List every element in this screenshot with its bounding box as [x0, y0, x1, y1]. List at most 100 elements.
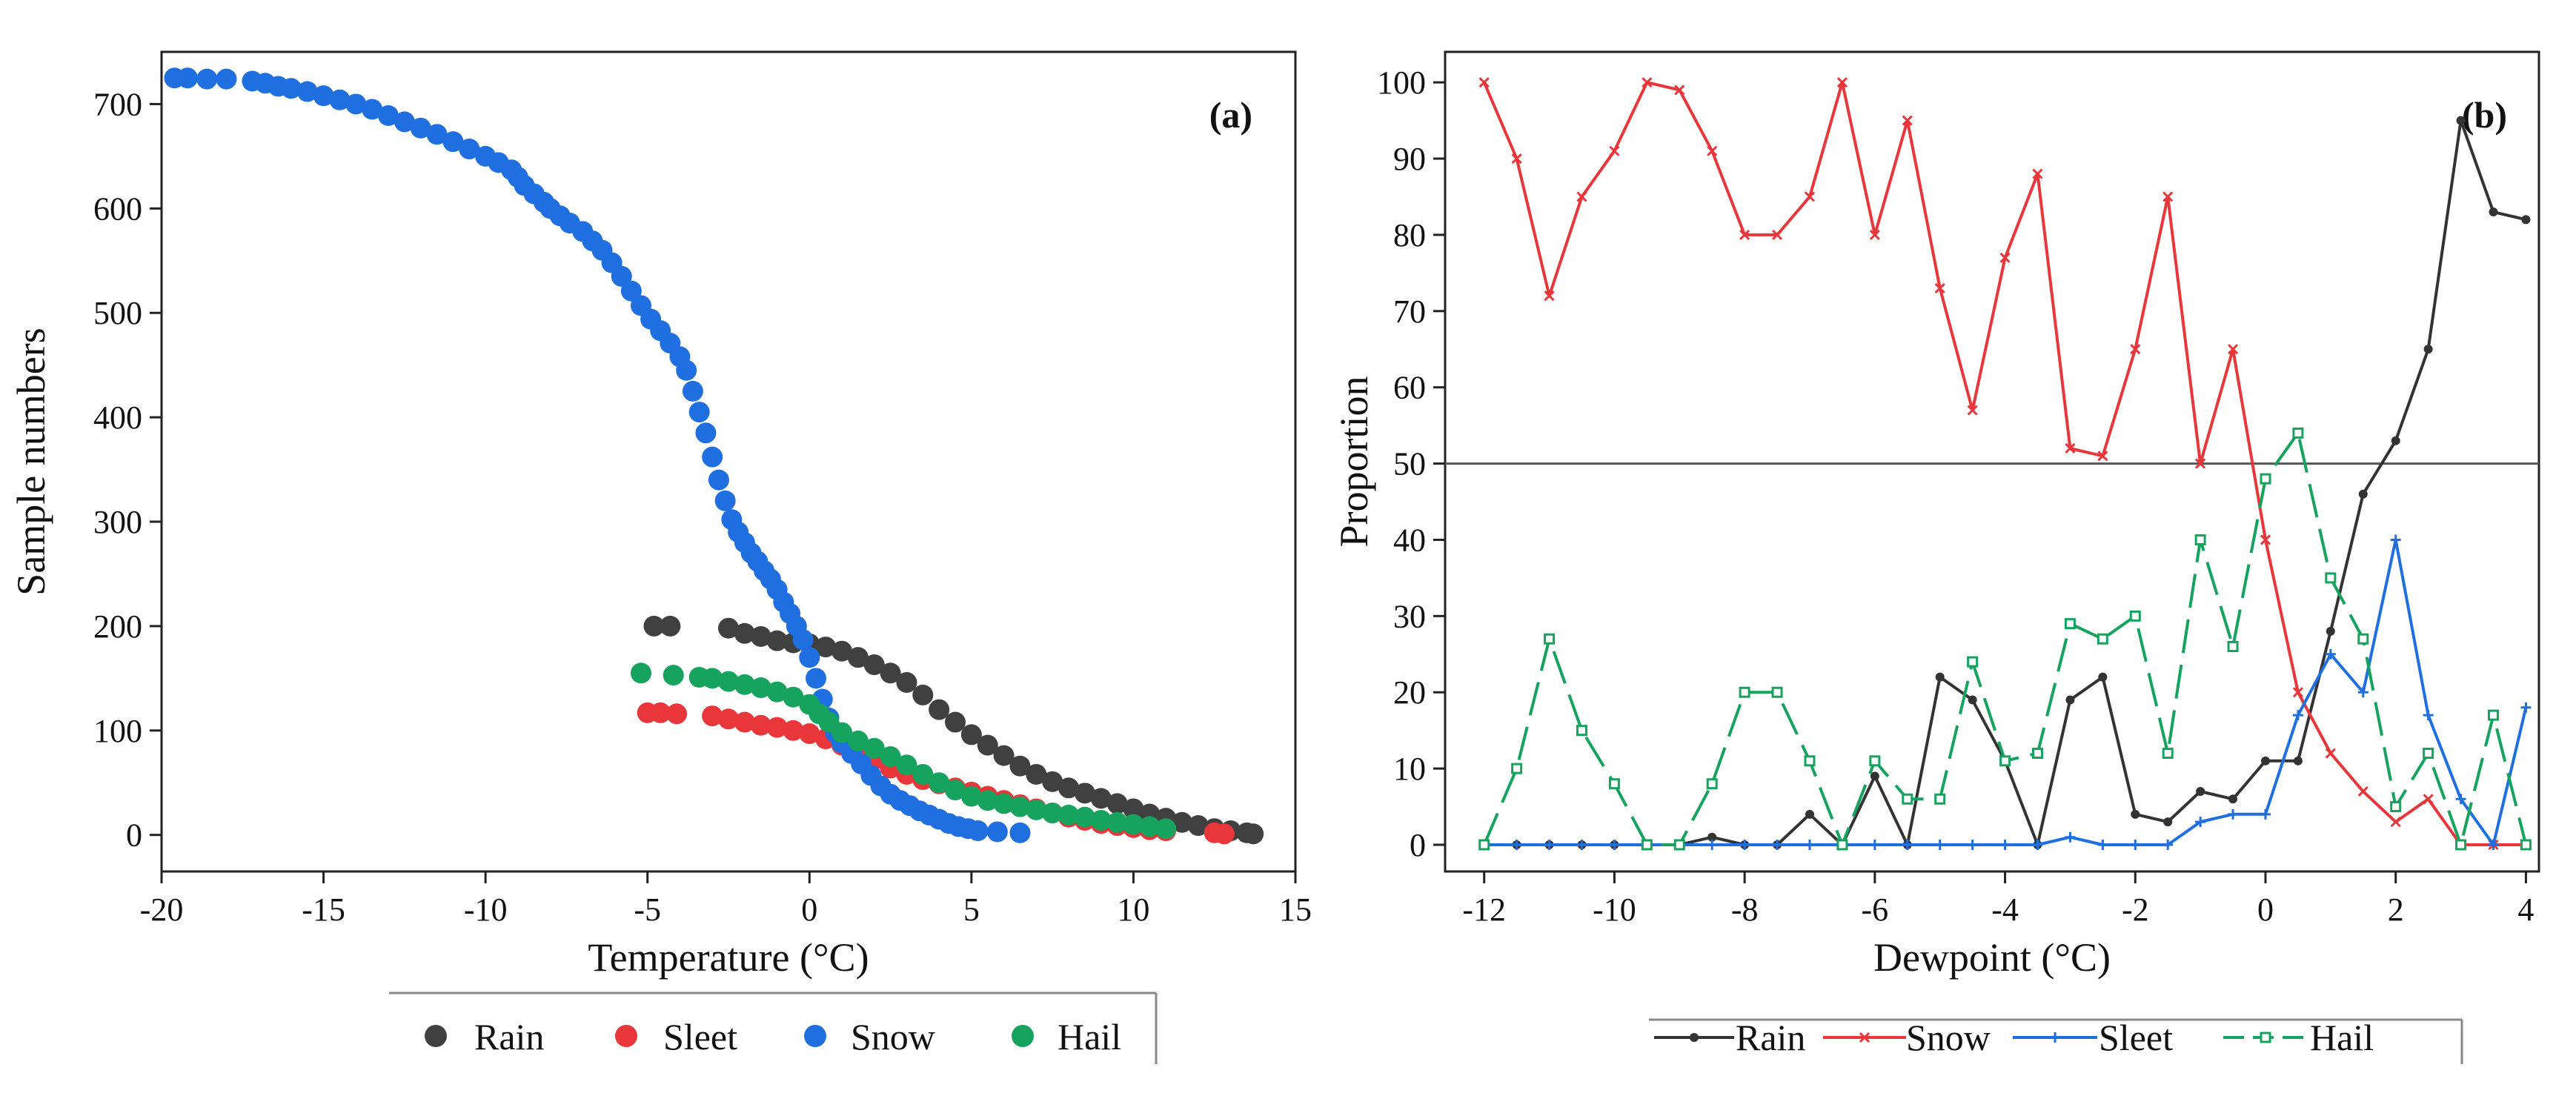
- hail-point: [1042, 803, 1063, 824]
- sleet-marker: [2065, 831, 2076, 843]
- panel-b-y-axis: 0 10 20 30 40 50 60 70 80 90 100: [1377, 64, 1445, 863]
- hail-point: [630, 662, 651, 684]
- snow-marker: [1869, 229, 1880, 240]
- rain-marker: [1805, 809, 1814, 819]
- rain-marker: [2489, 207, 2498, 217]
- rain-point: [1026, 763, 1047, 785]
- panel-b-y-tick-label: 50: [1393, 446, 1426, 482]
- sleet-marker: [1934, 839, 1945, 850]
- hail-point: [1074, 806, 1095, 828]
- snow-point: [442, 131, 464, 153]
- panel-a-points: [164, 67, 1264, 845]
- snow-marker: [1478, 77, 1490, 88]
- rain-point: [831, 640, 852, 662]
- hail-marker: [1739, 686, 1750, 698]
- panel-b-y-tick-label: 0: [1410, 827, 1426, 863]
- sleet-point: [702, 705, 723, 727]
- rain-point: [960, 724, 982, 745]
- snow-point: [459, 139, 480, 160]
- hail-marker: [1511, 763, 1523, 774]
- sleet-marker: [2260, 808, 2271, 820]
- sleet-marker: [2032, 839, 2043, 850]
- snow-point: [682, 380, 703, 402]
- sleet-marker: [2195, 817, 2206, 828]
- hail-point: [880, 746, 901, 768]
- sleet-marker: [1707, 839, 1718, 850]
- panel-a-y-tick-label: 700: [93, 86, 142, 122]
- rain-point: [880, 662, 901, 684]
- series-rain: [643, 615, 1264, 845]
- panel-b-x-tick-label: -10: [1593, 891, 1636, 928]
- hail-marker: [1967, 656, 1979, 668]
- rain-line: [1484, 119, 2526, 846]
- snow-marker: [2292, 687, 2303, 698]
- panel-b-x-tick-label: -6: [1862, 891, 1889, 928]
- snow-marker: [2065, 442, 2076, 454]
- sleet-marker: [1999, 839, 2011, 850]
- snow-point: [806, 668, 827, 689]
- sleet-marker: [2455, 794, 2466, 805]
- snow-marker: [2357, 786, 2368, 797]
- hail-point: [960, 786, 982, 807]
- snow-marker: [1934, 282, 1945, 294]
- legend-a-rain-marker: [425, 1025, 447, 1047]
- panel-b-y-tick-label: 80: [1393, 217, 1426, 253]
- hail-marker: [2032, 748, 2043, 760]
- panel-a-x-tick-label: 10: [1117, 891, 1149, 928]
- sleet-marker: [1739, 839, 1750, 850]
- panel-a-legend: Rain Sleet Snow Hail: [389, 992, 1158, 1064]
- hail-point: [1123, 814, 1144, 835]
- hail-marker: [2194, 534, 2206, 545]
- hail-marker: [2325, 572, 2337, 584]
- snow-marker: [2032, 168, 2043, 179]
- snow-point: [620, 280, 642, 302]
- sleet-marker: [2228, 808, 2239, 820]
- rain-marker: [1935, 672, 1945, 682]
- panel-b-y-tick-label: 100: [1377, 64, 1426, 101]
- rain-marker: [1968, 695, 1977, 705]
- sleet-marker: [2325, 648, 2336, 660]
- hail-point: [718, 671, 739, 692]
- panel-a-y-axis: 0 100 200 300 400 500 600 700: [93, 86, 162, 854]
- snow-marker: [1609, 145, 1620, 156]
- rain-point: [660, 615, 681, 637]
- panel-a-x-tick-label: 5: [963, 891, 980, 928]
- legend-b-rain-marker: [1690, 1033, 1699, 1042]
- hail-point: [977, 790, 998, 811]
- snow-marker: [1902, 115, 1913, 126]
- snow-point: [611, 265, 632, 287]
- series-snow: [1478, 77, 2532, 851]
- hail-point: [1009, 796, 1031, 817]
- snow-point: [702, 446, 723, 468]
- snow-point: [345, 93, 367, 115]
- legend-a-hail-label: Hail: [1058, 1016, 1121, 1057]
- hail-point: [1155, 818, 1177, 840]
- sleet-marker: [2488, 839, 2499, 850]
- panel-a-x-tick-label: 15: [1279, 891, 1312, 928]
- panel-b-tag: (b): [2462, 94, 2507, 136]
- snow-point: [986, 821, 1008, 843]
- rain-point: [1187, 815, 1209, 837]
- panel-a-y-tick-label: 600: [93, 190, 142, 227]
- rain-marker: [2261, 756, 2270, 765]
- sleet-point: [718, 708, 739, 730]
- panel-a-y-tick-label: 100: [93, 713, 142, 749]
- hail-point: [1058, 804, 1079, 826]
- rain-point: [1243, 823, 1264, 845]
- hail-point: [831, 722, 852, 743]
- hail-marker: [1706, 778, 1718, 790]
- panel-a-x-axis: -20 -15 -10 -5 0 5 10 15: [140, 871, 1312, 928]
- rain-point: [929, 699, 950, 720]
- hail-point: [1026, 799, 1047, 820]
- hail-point: [750, 677, 771, 699]
- legend-a-sleet-marker: [615, 1025, 637, 1047]
- hail-marker: [1544, 633, 1556, 645]
- snow-point: [410, 117, 431, 139]
- rain-point: [1090, 788, 1112, 809]
- snow-point: [216, 68, 237, 90]
- panel-a-x-tick-label: -10: [464, 891, 508, 928]
- snow-point: [792, 629, 814, 651]
- snow-marker: [2260, 534, 2271, 545]
- sleet-marker: [2097, 839, 2108, 850]
- hail-point: [734, 674, 755, 695]
